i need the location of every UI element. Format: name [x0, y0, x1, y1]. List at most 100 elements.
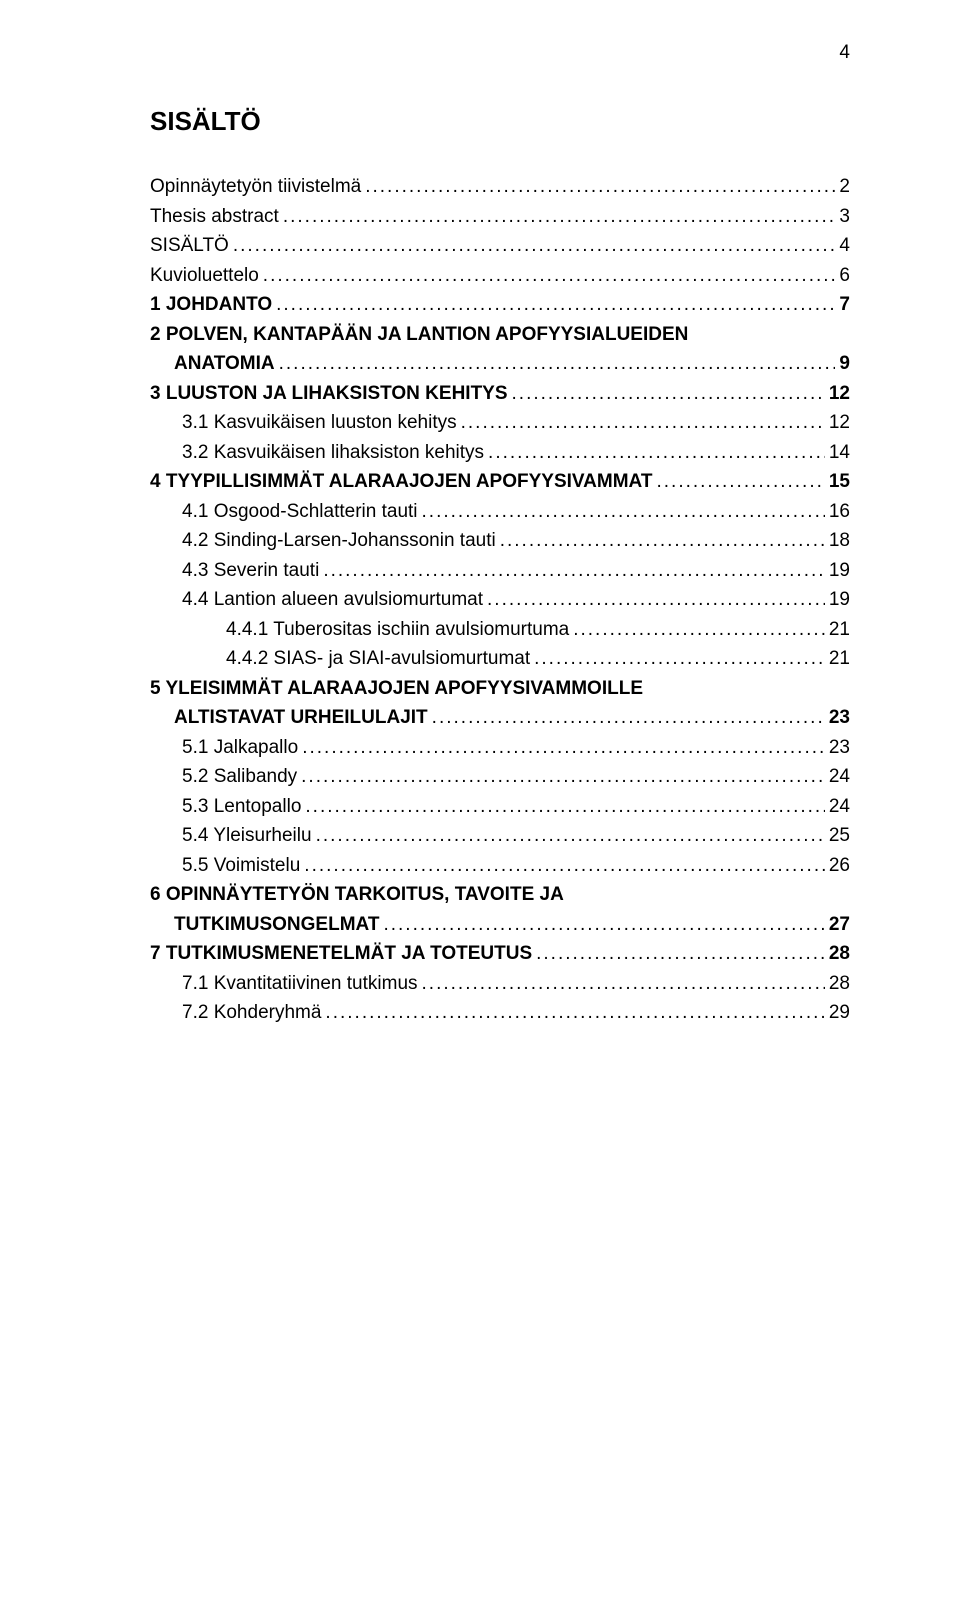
toc-leader-dots	[536, 944, 825, 963]
toc-entry-page: 2	[839, 177, 850, 196]
toc-leader-dots	[573, 620, 825, 639]
toc-entry-page: 12	[829, 413, 850, 432]
toc-row: 2 POLVEN, KANTAPÄÄN JA LANTION APOFYYSIA…	[150, 325, 850, 344]
toc-entry-label: 3.2 Kasvuikäisen lihaksiston kehitys	[182, 443, 484, 462]
toc-leader-dots	[302, 738, 825, 757]
toc-row: ALTISTAVAT URHEILULAJIT23	[150, 708, 850, 727]
toc-leader-dots	[487, 590, 825, 609]
toc-row: SISÄLTÖ4	[150, 236, 850, 255]
toc-entry-label: TUTKIMUSONGELMAT	[174, 915, 379, 934]
toc-leader-dots	[656, 472, 824, 491]
page-title: SISÄLTÖ	[150, 106, 850, 137]
toc-entry-label: 5.2 Salibandy	[182, 767, 297, 786]
toc-leader-dots	[432, 708, 825, 727]
toc-entry-label: 4.3 Severin tauti	[182, 561, 319, 580]
toc-row: 4.1 Osgood-Schlatterin tauti 16	[150, 502, 850, 521]
document-page: 4 SISÄLTÖ Opinnäytetyön tiivistelmä 2 Thes…	[0, 0, 960, 1597]
toc-entry-label: 7.2 Kohderyhmä	[182, 1003, 321, 1022]
toc-row: 4.4 Lantion alueen avulsiomurtumat 19	[150, 590, 850, 609]
toc-leader-dots	[461, 413, 825, 432]
toc-row: 5.2 Salibandy 24	[150, 767, 850, 786]
toc-row: TUTKIMUSONGELMAT 27	[150, 915, 850, 934]
toc-row: 5.5 Voimistelu26	[150, 856, 850, 875]
toc-row: 5.3 Lentopallo24	[150, 797, 850, 816]
toc-entry-page: 24	[829, 767, 850, 786]
toc-row: 4.4.1 Tuberositas ischiin avulsiomurtuma…	[150, 620, 850, 639]
toc-entry-label: 4.4.2 SIAS- ja SIAI-avulsiomurtumat	[226, 649, 530, 668]
toc-entry-page: 4	[839, 236, 850, 255]
toc-entry-label: 5 YLEISIMMÄT ALARAAJOJEN APOFYYSIVAMMOIL…	[150, 679, 643, 698]
toc-entry-page: 25	[829, 826, 850, 845]
toc-entry-label: Thesis abstract	[150, 207, 279, 226]
toc-row: 1 JOHDANTO7	[150, 295, 850, 314]
toc-entry-label: 6 OPINNÄYTETYÖN TARKOITUS, TAVOITE JA	[150, 885, 564, 904]
toc-leader-dots	[283, 207, 836, 226]
toc-leader-dots	[263, 266, 836, 285]
toc-row: 5.4 Yleisurheilu 25	[150, 826, 850, 845]
toc-entry-page: 14	[829, 443, 850, 462]
toc-entry-page: 3	[839, 207, 850, 226]
toc-entry-label: 4 TYYPILLISIMMÄT ALARAAJOJEN APOFYYSIVAM…	[150, 472, 652, 491]
toc-entry-page: 19	[829, 590, 850, 609]
toc-leader-dots	[500, 531, 825, 550]
toc-row: 4 TYYPILLISIMMÄT ALARAAJOJEN APOFYYSIVAM…	[150, 472, 850, 491]
toc-row: 7.1 Kvantitatiivinen tutkimus28	[150, 974, 850, 993]
toc-entry-label: Kuvioluettelo	[150, 266, 259, 285]
toc-entry-page: 19	[829, 561, 850, 580]
toc-row: 4.4.2 SIAS- ja SIAI-avulsiomurtumat 21	[150, 649, 850, 668]
toc-entry-label: 4.4 Lantion alueen avulsiomurtumat	[182, 590, 483, 609]
toc-entry-label: 4.2 Sinding-Larsen-Johanssonin tauti	[182, 531, 496, 550]
page-number: 4	[839, 42, 850, 64]
toc-leader-dots	[316, 826, 825, 845]
toc-entry-label: 5.4 Yleisurheilu	[182, 826, 312, 845]
toc-row: ANATOMIA9	[150, 354, 850, 373]
toc-entry-page: 23	[829, 708, 850, 727]
toc-entry-label: 4.1 Osgood-Schlatterin tauti	[182, 502, 418, 521]
toc-leader-dots	[305, 797, 824, 816]
toc-row: 3 LUUSTON JA LIHAKSISTON KEHITYS 12	[150, 384, 850, 403]
toc-entry-page: 16	[829, 502, 850, 521]
toc-leader-dots	[488, 443, 825, 462]
toc-entry-label: 5.1 Jalkapallo	[182, 738, 298, 757]
toc-leader-dots	[304, 856, 825, 875]
toc-entry-label: ANATOMIA	[174, 354, 275, 373]
toc-entry-page: 18	[829, 531, 850, 550]
toc-entry-page: 21	[829, 649, 850, 668]
toc-leader-dots	[512, 384, 825, 403]
toc-leader-dots	[365, 177, 835, 196]
toc-row: 6 OPINNÄYTETYÖN TARKOITUS, TAVOITE JA	[150, 885, 850, 904]
toc-row: Opinnäytetyön tiivistelmä 2	[150, 177, 850, 196]
toc-entry-page: 27	[829, 915, 850, 934]
toc-entry-page: 15	[829, 472, 850, 491]
toc-entry-page: 29	[829, 1003, 850, 1022]
toc-row: 7 TUTKIMUSMENETELMÄT JA TOTEUTUS28	[150, 944, 850, 963]
toc-row: Kuvioluettelo 6	[150, 266, 850, 285]
toc-entry-page: 6	[839, 266, 850, 285]
toc-entry-label: 7.1 Kvantitatiivinen tutkimus	[182, 974, 418, 993]
toc-row: 5 YLEISIMMÄT ALARAAJOJEN APOFYYSIVAMMOIL…	[150, 679, 850, 698]
table-of-contents: Opinnäytetyön tiivistelmä 2 Thesis abstrac…	[150, 177, 850, 1022]
toc-entry-label: 3.1 Kasvuikäisen luuston kehitys	[182, 413, 457, 432]
toc-leader-dots	[422, 974, 825, 993]
toc-leader-dots	[325, 1003, 824, 1022]
toc-leader-dots	[383, 915, 824, 934]
toc-leader-dots	[279, 354, 836, 373]
toc-entry-label: 3 LUUSTON JA LIHAKSISTON KEHITYS	[150, 384, 508, 403]
toc-leader-dots	[323, 561, 825, 580]
toc-leader-dots	[534, 649, 825, 668]
toc-entry-page: 23	[829, 738, 850, 757]
toc-entry-label: 4.4.1 Tuberositas ischiin avulsiomurtuma	[226, 620, 569, 639]
toc-entry-page: 21	[829, 620, 850, 639]
toc-row: 7.2 Kohderyhmä 29	[150, 1003, 850, 1022]
toc-leader-dots	[233, 236, 836, 255]
toc-entry-page: 12	[829, 384, 850, 403]
toc-row: Thesis abstract 3	[150, 207, 850, 226]
toc-row: 5.1 Jalkapallo 23	[150, 738, 850, 757]
toc-entry-label: Opinnäytetyön tiivistelmä	[150, 177, 361, 196]
toc-row: 4.2 Sinding-Larsen-Johanssonin tauti 18	[150, 531, 850, 550]
toc-entry-label: 2 POLVEN, KANTAPÄÄN JA LANTION APOFYYSIA…	[150, 325, 688, 344]
toc-entry-page: 7	[839, 295, 850, 314]
toc-entry-label: 7 TUTKIMUSMENETELMÄT JA TOTEUTUS	[150, 944, 532, 963]
toc-entry-page: 24	[829, 797, 850, 816]
toc-leader-dots	[276, 295, 835, 314]
